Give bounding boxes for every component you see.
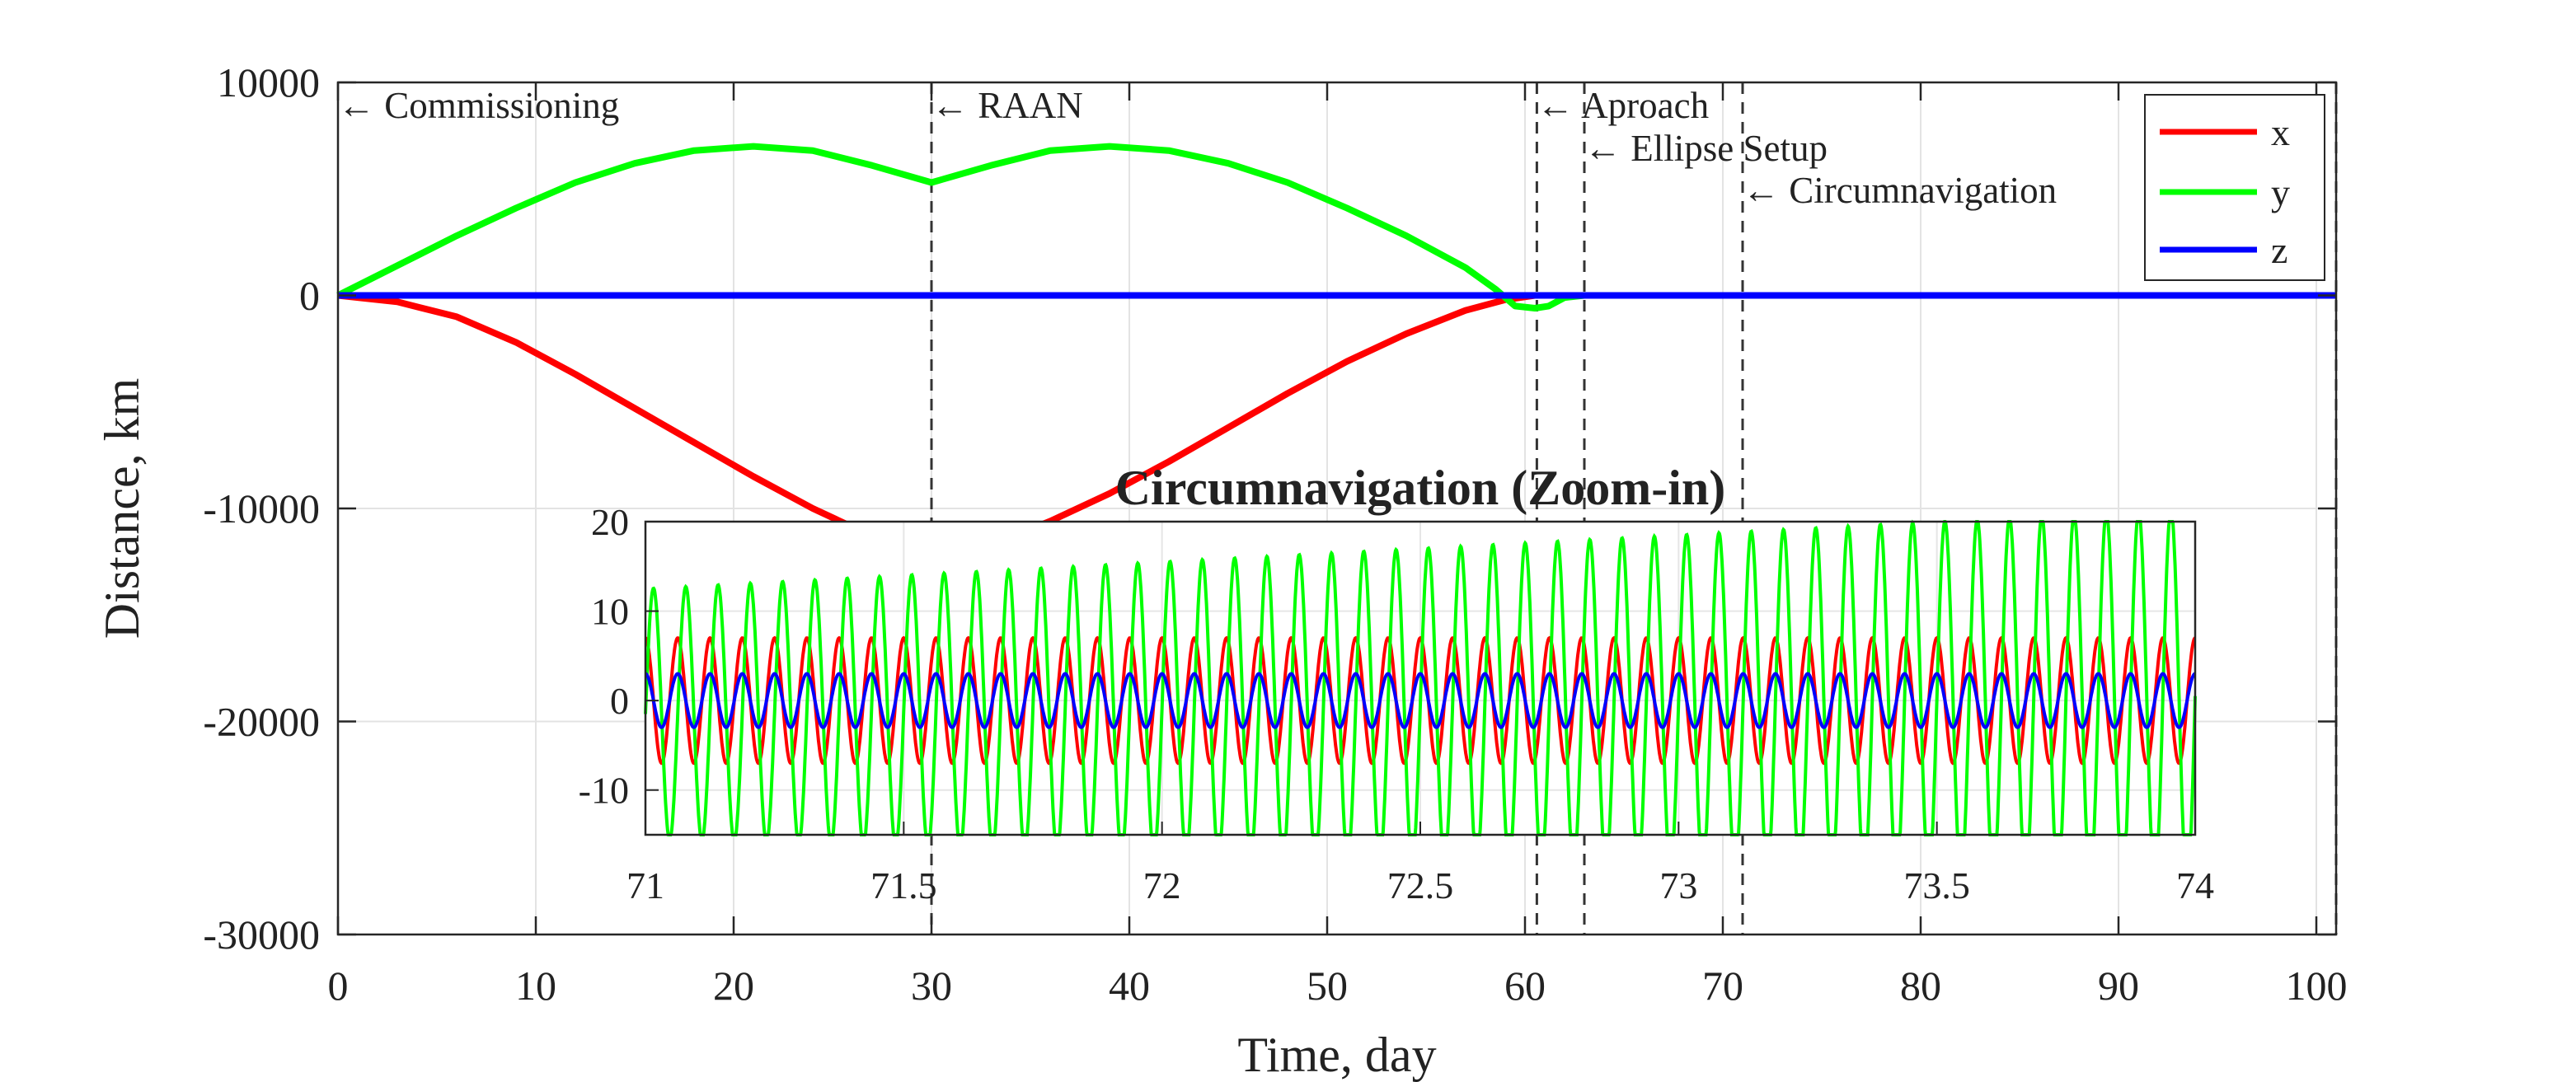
- x-tick-label: 60: [1504, 963, 1546, 1009]
- inset-series-line-y: [644, 519, 2197, 836]
- inset-y-tick-label: 10: [591, 591, 629, 633]
- y-axis-label: Distance, km: [95, 378, 149, 639]
- inset-x-tick-label: 73: [1659, 864, 1697, 906]
- inset-x-tick-label: 74: [2176, 864, 2214, 906]
- event-annotation: ← Aproach: [1537, 85, 1709, 126]
- inset-x-tick-label: 71: [626, 864, 664, 906]
- y-tick-label: -20000: [203, 699, 320, 745]
- series-line-y: [336, 143, 2336, 311]
- x-tick-label: 30: [911, 963, 952, 1009]
- inset-x-tick-label: 72: [1143, 864, 1181, 906]
- x-tick-label: 20: [713, 963, 754, 1009]
- y-tick-label: 10000: [217, 59, 320, 105]
- x-tick-label: 10: [515, 963, 556, 1009]
- inset-title: Circumnavigation (Zoom-in): [1115, 461, 1726, 515]
- legend-label-y: y: [2271, 171, 2290, 213]
- legend-label-x: x: [2271, 111, 2290, 153]
- event-annotations: ← Commissioning ← RAAN ← Aproach← Ellipse …: [338, 85, 2057, 211]
- legend-label-z: z: [2271, 229, 2287, 271]
- main-y-tick-labels: 10000 0 -10000 -20000 -30000: [203, 59, 2336, 958]
- event-annotation: ← Circumnavigation: [1743, 170, 2057, 211]
- inset-series-lines: [644, 519, 2197, 836]
- inset-y-tick-label: -10: [579, 770, 629, 812]
- y-tick-label: -10000: [203, 485, 320, 532]
- inset-x-tick-labels: 71 71.5 72 72.5 73 73.5 74: [626, 822, 2214, 906]
- inset-x-tick-label: 72.5: [1387, 864, 1454, 906]
- main-x-tick-labels: 0 10 20 30 40 50 60 70 80 90 100: [328, 82, 2348, 1009]
- inset-series-line-z: [645, 672, 2196, 729]
- y-tick-label: -30000: [203, 911, 320, 958]
- x-tick-label: 50: [1307, 963, 1348, 1009]
- inset-x-tick-label: 71.5: [870, 864, 937, 906]
- x-tick-label: 40: [1109, 963, 1150, 1009]
- inset-axes: 71 71.5 72 72.5 73 73.5 74 20 10 0 -10 Circumnavi…: [579, 461, 2214, 906]
- x-tick-label: 100: [2286, 963, 2348, 1009]
- event-annotation: ← RAAN: [931, 85, 1083, 126]
- event-annotation: ← Ellipse Setup: [1584, 128, 1828, 169]
- event-annotation: ← Commissioning: [338, 85, 619, 126]
- x-tick-label: 90: [2098, 963, 2139, 1009]
- y-tick-label: 0: [299, 273, 320, 319]
- legend: x y z: [2144, 94, 2325, 281]
- x-axis-label: Time, day: [1237, 1028, 1436, 1082]
- inset-y-tick-label: 0: [610, 680, 629, 722]
- inset-series-line-x: [644, 635, 2197, 766]
- inset-x-tick-label: 73.5: [1903, 864, 1970, 906]
- x-tick-label: 70: [1702, 963, 1743, 1009]
- x-tick-label: 0: [328, 963, 349, 1009]
- inset-y-tick-label: 20: [591, 501, 629, 543]
- x-tick-label: 80: [1900, 963, 1941, 1009]
- inset-y-tick-labels: 20 10 0 -10: [579, 501, 659, 812]
